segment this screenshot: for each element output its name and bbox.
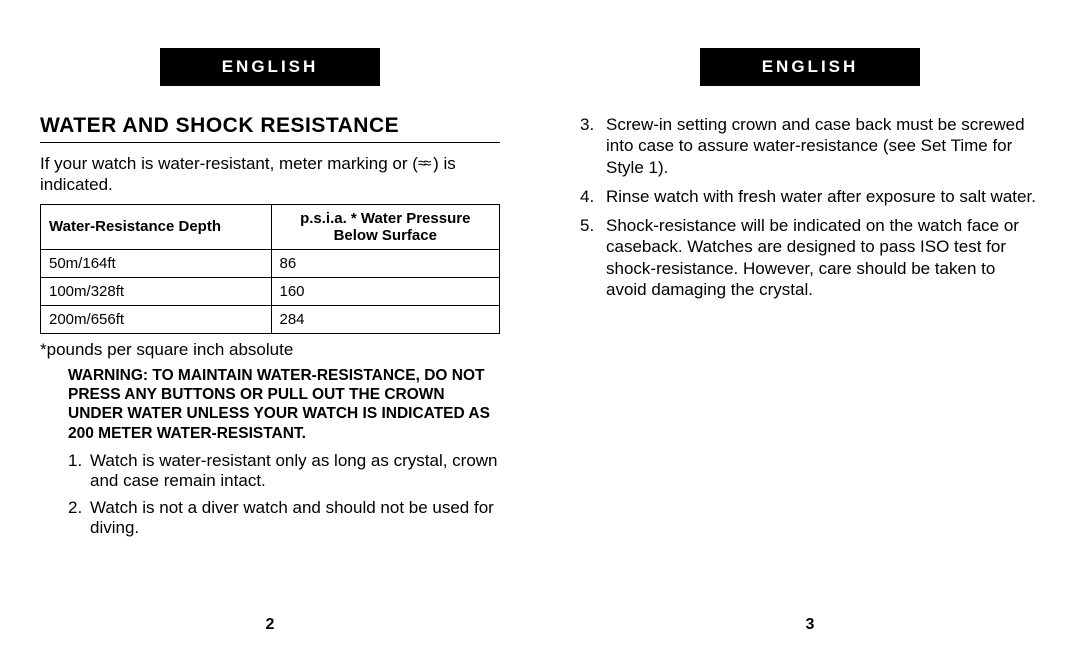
- page-number: 3: [580, 616, 1040, 634]
- section-title: WATER AND SHOCK RESISTANCE: [40, 114, 500, 143]
- list-item-text: Screw-in setting crown and case back mus…: [606, 115, 1025, 177]
- list-item-number: 4.: [580, 186, 594, 207]
- language-badge: ENGLISH: [700, 48, 920, 86]
- table-cell-depth: 100m/328ft: [41, 277, 272, 305]
- list-item-text: Watch is not a diver watch and should no…: [90, 498, 494, 537]
- language-badge: ENGLISH: [160, 48, 380, 86]
- instruction-list: 1. Watch is water-resistant only as long…: [40, 451, 500, 539]
- wave-icon: ≈≈: [418, 155, 428, 174]
- list-item-text: Rinse watch with fresh water after expos…: [606, 187, 1036, 206]
- table-header-depth: Water-Resistance Depth: [41, 204, 272, 249]
- table-cell-psia: 160: [271, 277, 500, 305]
- instruction-list-continued: 3. Screw-in setting crown and case back …: [580, 114, 1040, 300]
- table-row: 50m/164ft 86: [41, 249, 500, 277]
- table-row: 200m/656ft 284: [41, 305, 500, 333]
- warning-text: WARNING: TO MAINTAIN WATER-RESISTANCE, D…: [40, 366, 500, 444]
- list-item-number: 3.: [580, 114, 594, 135]
- list-item-number: 5.: [580, 215, 594, 236]
- page-left: ENGLISH WATER AND SHOCK RESISTANCE If yo…: [0, 0, 540, 654]
- table-header-psia: p.s.i.a. * Water Pressure Below Surface: [271, 204, 500, 249]
- table-cell-psia: 284: [271, 305, 500, 333]
- list-item: 2. Watch is not a diver watch and should…: [68, 498, 500, 539]
- page-spread: ENGLISH WATER AND SHOCK RESISTANCE If yo…: [0, 0, 1080, 654]
- list-item-text: Watch is water-resistant only as long as…: [90, 451, 498, 490]
- list-item: 3. Screw-in setting crown and case back …: [580, 114, 1040, 178]
- list-item-number: 1.: [68, 451, 82, 471]
- table-row: 100m/328ft 160: [41, 277, 500, 305]
- list-item: 1. Watch is water-resistant only as long…: [68, 451, 500, 492]
- intro-text: If your watch is water-resistant, meter …: [40, 153, 500, 196]
- table-header-psia-line1: p.s.i.a. * Water Pressure: [300, 210, 470, 227]
- list-item: 5. Shock-resistance will be indicated on…: [580, 215, 1040, 300]
- page-number: 2: [40, 616, 500, 634]
- water-resistance-table: Water-Resistance Depth p.s.i.a. * Water …: [40, 204, 500, 334]
- intro-part1: If your watch is water-resistant, meter …: [40, 154, 418, 173]
- table-cell-psia: 86: [271, 249, 500, 277]
- page-right: ENGLISH 3. Screw-in setting crown and ca…: [540, 0, 1080, 654]
- table-header-row: Water-Resistance Depth p.s.i.a. * Water …: [41, 204, 500, 249]
- table-cell-depth: 200m/656ft: [41, 305, 272, 333]
- table-header-psia-line2: Below Surface: [334, 227, 437, 244]
- list-item: 4. Rinse watch with fresh water after ex…: [580, 186, 1040, 207]
- list-item-number: 2.: [68, 498, 82, 518]
- list-item-text: Shock-resistance will be indicated on th…: [606, 216, 1019, 299]
- table-cell-depth: 50m/164ft: [41, 249, 272, 277]
- table-footnote: *pounds per square inch absolute: [40, 340, 500, 360]
